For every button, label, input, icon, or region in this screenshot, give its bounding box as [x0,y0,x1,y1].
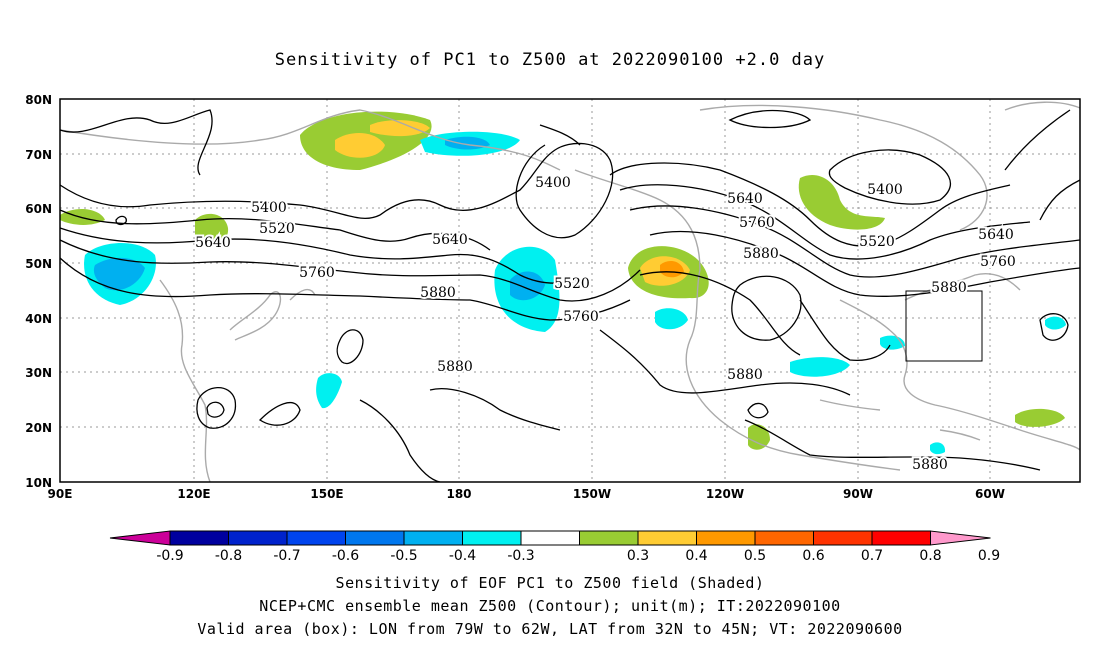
shade-blob [60,208,105,225]
shade-blob [93,257,145,291]
colorbar-tick-label: 0.5 [744,548,766,564]
colorbar-swatch [345,530,405,546]
lat-label: 60N [25,202,52,216]
shade-blob [335,133,385,158]
shade-blob [798,174,885,230]
shade-blob [316,373,342,409]
contour-label: 5640 [432,232,468,248]
colorbar-tick-label: -0.4 [449,548,476,564]
lat-label: 10N [25,476,52,490]
colorbar-tick-label: 0.9 [978,548,1000,564]
shade-blob [370,120,430,137]
colorbar-high-arrow [930,530,991,546]
contour-label: 5640 [727,191,763,207]
contour-label: 5400 [251,200,287,216]
colorbar-swatch [637,530,697,546]
shade-blob [510,271,545,301]
shade-blob [790,357,850,377]
colorbar-tick-label: -0.8 [215,548,242,564]
contour-label: 5880 [437,359,473,375]
contour-label: 5760 [563,309,599,325]
shade-blob [930,442,946,455]
page-title: Sensitivity of PC1 to Z500 at 2022090100… [274,50,826,70]
latitude-labels: 80N 70N 60N 50N 40N 30N 20N 10N [25,93,52,490]
colorbar-tick-label: -0.9 [156,548,183,564]
colorbar-swatch [228,530,288,546]
shade-blob [748,424,770,450]
colorbar-tick-label: -0.5 [390,548,417,564]
lat-label: 70N [25,148,52,162]
lat-label: 30N [25,366,52,380]
colorbar-swatch [696,530,756,546]
contour-label: 5880 [727,367,763,383]
lat-label: 20N [25,421,52,435]
colorbar-tick-label: -0.7 [273,548,300,564]
shade-blob [195,213,229,245]
colorbar-low-arrow [109,530,171,546]
contour-label: 5880 [420,285,456,301]
colorbar-swatch [169,530,229,546]
contour-labels: 5400 5520 5640 5760 5880 5400 5640 5520 … [193,173,1018,475]
map-border [59,98,1081,483]
height-contours [59,109,1081,483]
colorbar-tick-label: 0.4 [685,548,707,564]
contour-label: 5400 [535,175,571,191]
colorbar-swatch [403,530,463,546]
colorbar-tick-label: -0.6 [332,548,359,564]
contour-label: 5520 [859,234,895,250]
contour-label: 5760 [980,254,1016,270]
colorbar: -0.9 -0.8 -0.7 -0.6 -0.5 -0.4 -0.3 0.3 0.4 0.5 0.6… [109,530,1000,564]
shade-blob [660,260,684,278]
contour-label: 5520 [554,276,590,292]
lat-label: 40N [25,312,52,326]
shade-blob [1045,316,1066,330]
colorbar-tick-label: 0.6 [802,548,824,564]
lon-label: 120W [706,487,744,501]
colorbar-swatch [286,530,346,546]
colorbar-tick-label: 0.8 [919,548,941,564]
longitude-labels: 90E 120E 150E 180 150W 120W 90W 60W [48,487,1005,501]
gridlines [60,99,1080,482]
colorbar-tick-label: 0.7 [861,548,883,564]
contour-label: 5760 [299,265,335,281]
valid-area-box [905,290,983,362]
colorbar-swatch [462,530,522,546]
shade-blob [655,308,688,330]
contour-label: 5640 [195,235,231,251]
colorbar-swatch [871,530,931,546]
colorbar-swatch [520,530,580,546]
sensitivity-shading [60,111,1066,455]
footer-line-1: Sensitivity of EOF PC1 to Z500 field (Sh… [335,574,765,592]
lon-label: 120E [177,487,210,501]
lon-label: 90E [48,487,73,501]
lon-label: 60W [975,487,1005,501]
lon-label: 150W [573,487,611,501]
footer-line-3: Valid area (box): LON from 79W to 62W, L… [197,620,903,638]
contour-label: 5760 [739,215,775,231]
colorbar-tick-label: 0.3 [627,548,649,564]
footer-line-2: NCEP+CMC ensemble mean Z500 (Contour); u… [259,597,841,615]
contour-label: 5640 [978,227,1014,243]
contour-label: 5880 [931,280,967,296]
colorbar-swatch [579,530,639,546]
lon-label: 150E [310,487,343,501]
lat-label: 50N [25,257,52,271]
lat-label: 80N [25,93,52,107]
coastlines [59,101,1081,483]
contour-label: 5880 [743,246,779,262]
colorbar-swatch [754,530,814,546]
lon-label: 180 [446,487,471,501]
shade-blob [1015,408,1065,427]
colorbar-swatch [813,530,873,546]
lon-label: 90W [843,487,873,501]
contour-label: 5880 [912,457,948,473]
colorbar-tick-label: -0.3 [507,548,534,564]
contour-label: 5400 [867,182,903,198]
contour-label: 5520 [259,221,295,237]
